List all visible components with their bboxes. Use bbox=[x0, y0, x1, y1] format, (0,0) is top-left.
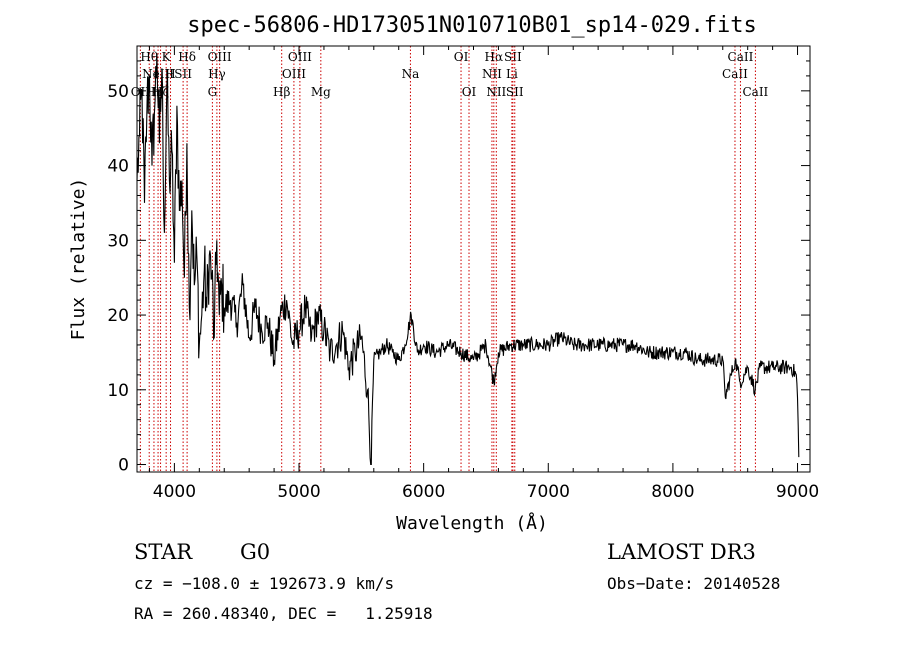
line-marker-label: CaII bbox=[722, 67, 748, 81]
chart-title: spec-56806-HD173051N010710B01_sp14-029.f… bbox=[187, 13, 757, 38]
x-tick-label: 9000 bbox=[776, 482, 819, 502]
x-tick-label: 8000 bbox=[651, 482, 694, 502]
line-marker-label: OIII bbox=[208, 50, 232, 64]
x-axis-ticks: 4000 5000 6000 7000 8000 9000 bbox=[148, 46, 819, 502]
line-marker-label: Na bbox=[402, 67, 420, 81]
line-marker-label: Hθ bbox=[140, 50, 158, 64]
line-marker-label: H bbox=[165, 67, 175, 81]
x-tick-label: 7000 bbox=[527, 482, 570, 502]
y-tick-label: 20 bbox=[107, 306, 129, 326]
y-axis-label: Flux (relative) bbox=[68, 178, 89, 341]
line-marker-label: CaII bbox=[742, 85, 768, 99]
line-marker-label: G bbox=[208, 85, 218, 99]
line-marker-label: K bbox=[162, 50, 172, 64]
line-marker-label: CaII bbox=[728, 50, 754, 64]
y-tick-label: 30 bbox=[107, 231, 129, 251]
survey-name: LAMOST DR3 bbox=[607, 540, 756, 564]
y-tick-label: 0 bbox=[118, 456, 129, 476]
y-tick-label: 10 bbox=[107, 381, 129, 401]
line-marker-label: SII bbox=[174, 67, 192, 81]
plot-frame bbox=[136, 45, 811, 473]
x-tick-label: 4000 bbox=[153, 482, 196, 502]
line-marker-label: Hδ bbox=[178, 50, 196, 64]
obs-date-text: Obs−Date: 20140528 bbox=[607, 574, 781, 593]
line-marker-label: OIII bbox=[282, 67, 306, 81]
x-tick-label: 5000 bbox=[277, 482, 320, 502]
line-marker-label: Mg bbox=[311, 85, 331, 99]
y-axis-ticks: 0 10 20 30 40 50 bbox=[107, 60, 810, 476]
line-marker-label: NII bbox=[482, 67, 502, 81]
x-tick-label: 6000 bbox=[402, 482, 445, 502]
line-marker-label: OIII bbox=[288, 50, 312, 64]
line-marker-label: Hα bbox=[485, 50, 504, 64]
redshift-text: cz = −108.0 ± 192673.9 km/s bbox=[134, 574, 395, 593]
line-marker-label: OI bbox=[454, 50, 469, 64]
y-tick-label: 50 bbox=[107, 82, 129, 102]
line-marker-label: SII bbox=[506, 85, 524, 99]
coordinates-text: RA = 260.48340, DEC = 1.25918 bbox=[134, 604, 433, 623]
line-marker-label: Hγ bbox=[208, 67, 226, 81]
x-axis-label: Wavelength (Å) bbox=[396, 512, 548, 534]
line-marker-label: SII bbox=[504, 50, 522, 64]
object-class: STAR bbox=[134, 540, 193, 564]
spectrum-line bbox=[136, 53, 800, 466]
line-marker-label: NII bbox=[486, 85, 506, 99]
y-tick-label: 40 bbox=[107, 157, 129, 177]
object-subclass: G0 bbox=[240, 540, 271, 564]
line-marker-label: Li bbox=[506, 67, 518, 81]
line-marker-label: Hβ bbox=[273, 85, 290, 99]
emission-line-markers: OIIHθHηNeIIIHζKHSIIHδGHγOIIIHβOIIIOIIIMg… bbox=[131, 46, 769, 472]
line-marker-label: OI bbox=[462, 85, 477, 99]
